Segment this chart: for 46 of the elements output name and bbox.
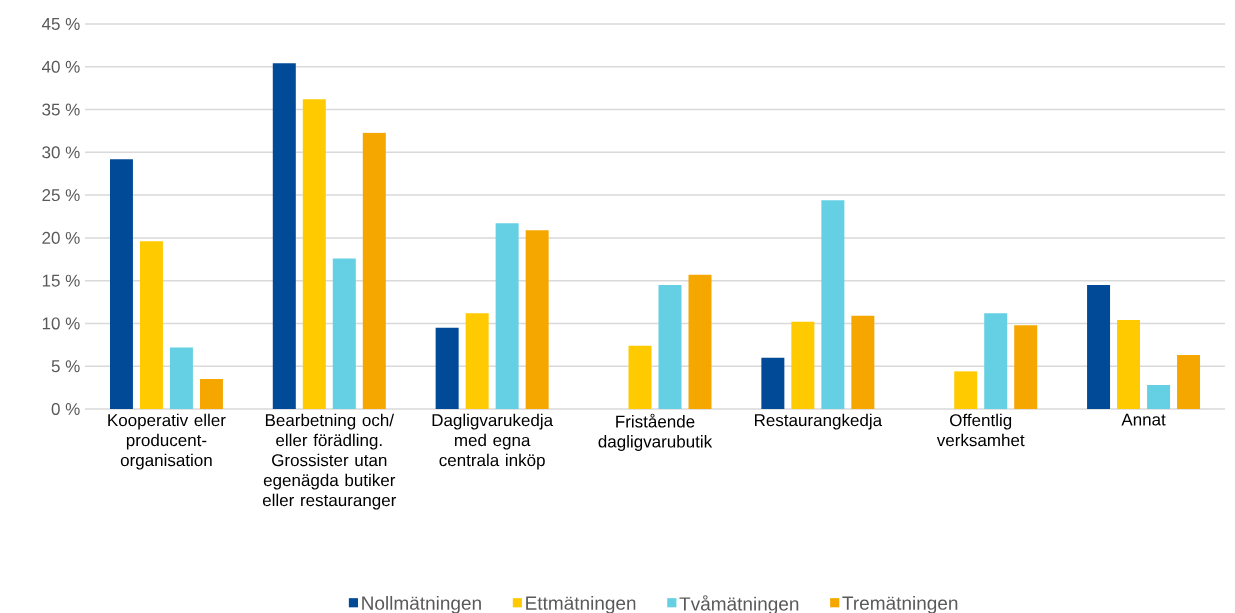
bar [525,230,549,409]
y-tick-label: 15 % [42,274,80,287]
bar [761,357,785,409]
bar [169,347,193,409]
bar [139,241,163,409]
bar [791,321,815,409]
x-tick-label: Kooperativ eller producent-organisation [108,413,226,470]
x-tick-label: Fristående dagligvarubutik [598,413,713,451]
bar [851,315,875,409]
bar [109,159,133,409]
bar [1087,284,1111,409]
y-tick-label: 10 % [42,317,80,330]
y-tick-label: 0 % [51,402,80,416]
x-tick-label: Restaurangkedja [754,413,883,430]
legend-label: Nollmätningen [362,595,481,613]
bar [199,379,223,409]
bar [465,313,489,409]
bar [658,284,682,409]
bar [1117,320,1141,409]
bar [688,274,712,409]
x-tick-label: Bearbetning och/ eller förädling. Grossister utan egenägda butiker eller restauranger [262,413,397,510]
bar [495,223,519,409]
bar [362,132,386,409]
y-tick-label: 5 % [51,360,80,373]
bar [628,345,652,409]
bar [984,313,1008,409]
x-tick-label: Annat [1121,413,1166,426]
bar [435,327,459,409]
y-tick-label: 35 % [42,103,80,116]
bar [302,99,326,409]
bar [821,200,845,409]
x-tick-label: Offentlig verksamhet [936,413,1025,447]
bar [1014,325,1038,409]
bar [272,63,296,409]
legend-label: Tremätningen [842,595,958,613]
y-tick-label: 20 % [42,231,80,244]
y-tick-label: 40 % [41,60,80,73]
bar [332,258,356,409]
y-tick-label: 25 % [42,189,80,202]
x-tick-label: Dagligvarukedja med egna centrala inköp [432,413,554,470]
legend-label: Ettmätningen [526,595,636,613]
bar [1147,385,1171,409]
y-tick-label: 45 % [41,18,80,30]
bar [1177,355,1201,409]
bar [954,371,978,409]
y-tick-label: 30 % [42,146,80,159]
